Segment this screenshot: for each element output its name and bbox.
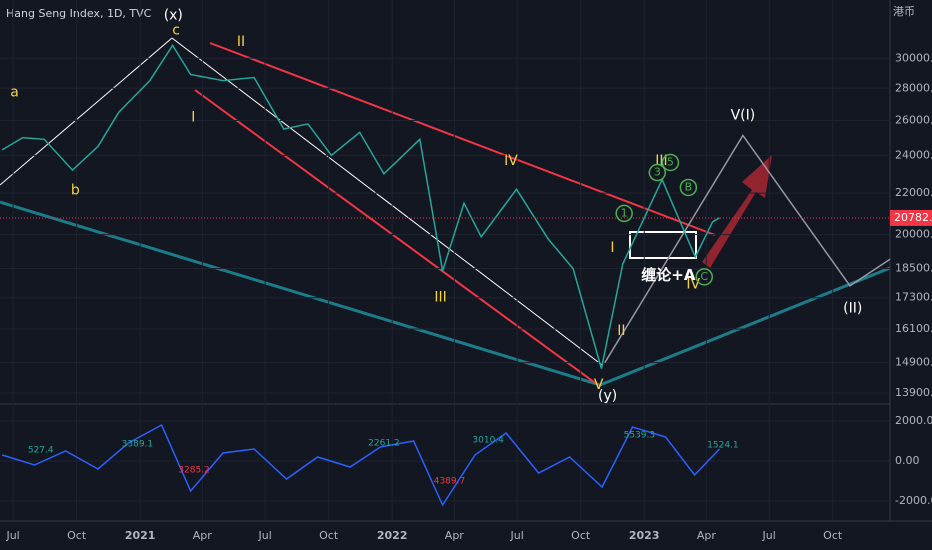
- annotation: V: [594, 377, 604, 393]
- annotation: 5: [667, 155, 674, 168]
- wave-circle: [679, 178, 698, 197]
- x-tick-label: Jul: [762, 529, 776, 542]
- y-tick-label: 28000.00: [895, 81, 932, 94]
- wave-circle: [615, 204, 633, 223]
- wave-line: [171, 37, 603, 366]
- y-tick-label: -2000.00: [895, 494, 932, 507]
- x-tick-label: 2022: [377, 529, 408, 542]
- x-tick-label: Oct: [823, 529, 843, 542]
- annotation: II: [617, 323, 625, 339]
- annotation: 缠论+A: [641, 266, 696, 284]
- x-tick-label: Apr: [445, 529, 465, 542]
- y-tick-label: 26000.00: [895, 114, 932, 127]
- wave-circle: [661, 153, 680, 172]
- price-line: [1, 43, 720, 369]
- y-tick-label: 13900.00: [895, 386, 932, 399]
- y-tick-label: 14900.00: [895, 356, 932, 369]
- annotation: 3: [654, 166, 661, 179]
- support-line: [0, 200, 601, 387]
- annotation: 2261.2: [368, 439, 400, 449]
- last-price-label: 20782.46: [894, 211, 932, 224]
- chart-title: Hang Seng Index, 1D, TVC: [6, 7, 152, 20]
- y-tick-label: 18500.00: [895, 262, 932, 275]
- y-tick-label: 0.00: [895, 454, 920, 467]
- annotation: III: [434, 290, 446, 306]
- annotation: 3010.4: [472, 436, 504, 446]
- y-tick-label: 24000.00: [895, 148, 932, 161]
- x-tick-label: Oct: [319, 529, 339, 542]
- wave-circle: [695, 268, 714, 286]
- annotation: I: [610, 240, 614, 256]
- x-tick-label: Oct: [571, 529, 591, 542]
- annotation: 3389.1: [122, 440, 154, 450]
- last-price-tag: [890, 209, 932, 226]
- x-tick-label: Apr: [193, 529, 213, 542]
- annotation: a: [10, 84, 19, 100]
- x-tick-label: 2021: [125, 529, 156, 542]
- wave-line: [0, 37, 173, 186]
- annotation: B: [685, 180, 693, 193]
- y-tick-label: 22000.00: [895, 186, 932, 199]
- annotation: 1524.1: [707, 441, 739, 451]
- x-tick-label: Oct: [67, 529, 87, 542]
- annotation: I: [191, 109, 195, 125]
- y-tick-label: 16100.00: [895, 322, 932, 335]
- channel-line: [194, 89, 599, 386]
- y-tick-label: 30000.00: [895, 51, 932, 64]
- price-line: [1, 423, 721, 507]
- annotation: 1: [621, 206, 628, 219]
- annotation: 527.4: [28, 446, 54, 456]
- annotation: 5539.3: [624, 431, 656, 441]
- annotation: (y): [598, 388, 617, 404]
- annotation: IV: [504, 153, 518, 169]
- x-tick-label: Jul: [510, 529, 524, 542]
- x-tick-label: Jul: [5, 529, 19, 542]
- annotation: 4389.7: [434, 477, 466, 487]
- drawings: [0, 0, 932, 522]
- y-tick-label: 2000.00: [895, 414, 932, 427]
- annotation: b: [71, 183, 80, 199]
- zone-box: [629, 231, 697, 259]
- x-tick-label: 2023: [629, 529, 660, 542]
- y-tick-label: 17300.00: [895, 291, 932, 304]
- annotation: c: [172, 22, 180, 38]
- annotation: (II): [843, 301, 862, 317]
- support-line: [599, 266, 891, 387]
- annotation: V(I): [731, 108, 756, 124]
- arrow: [702, 155, 772, 268]
- wave-circle: [648, 163, 667, 182]
- annotation: II: [237, 34, 245, 50]
- resistance-line: [209, 42, 716, 236]
- y-tick-label: 20000.00: [895, 228, 932, 241]
- x-tick-label: Apr: [697, 529, 717, 542]
- projection-line: [604, 134, 891, 364]
- annotation: (x): [164, 7, 183, 23]
- annotation: 3285.2: [178, 466, 210, 476]
- currency: 港币: [893, 5, 915, 18]
- annotation: C: [700, 270, 708, 283]
- x-tick-label: Jul: [257, 529, 271, 542]
